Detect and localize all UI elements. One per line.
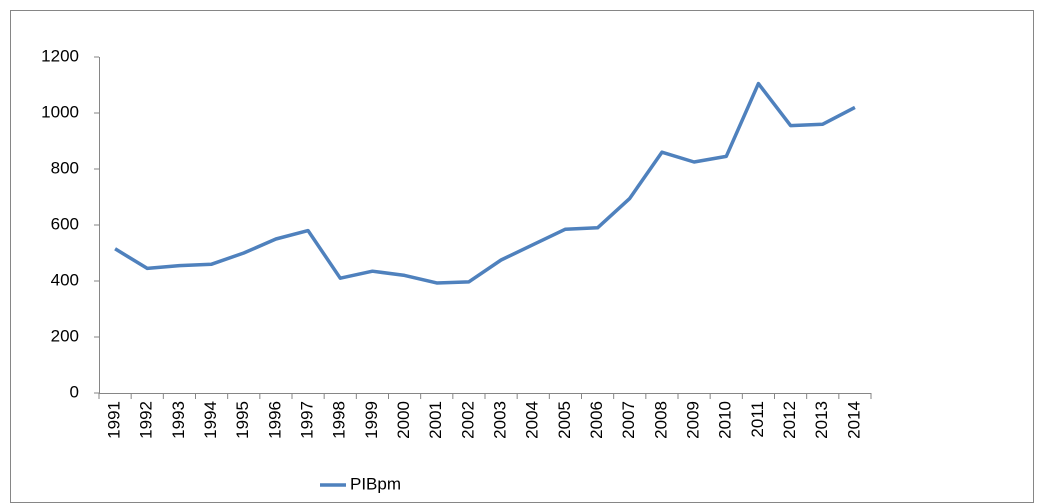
y-tick-label: 1000: [41, 102, 79, 121]
x-tick-label: 2003: [491, 401, 510, 439]
x-tick-label: 1995: [233, 401, 252, 439]
series-line: [114, 81, 856, 285]
x-tick-label: 1998: [330, 401, 349, 439]
x-tick-label: 2007: [619, 401, 638, 439]
y-tick-label: 400: [51, 270, 79, 289]
x-tick-label: 1992: [137, 401, 156, 439]
x-tick-label: 2012: [780, 401, 799, 439]
x-tick-label: 2005: [555, 401, 574, 439]
x-tick-label: 2014: [844, 401, 863, 439]
x-tick-label: 2006: [587, 401, 606, 439]
x-tick-label: 1991: [105, 401, 124, 439]
x-tick-label: 2000: [394, 401, 413, 439]
x-tick-label: 1994: [201, 401, 220, 439]
x-tick-label: 2011: [748, 401, 767, 438]
x-tick-label: 2008: [651, 401, 670, 439]
y-tick-label: 1200: [41, 46, 79, 65]
y-tick-label: 600: [51, 214, 79, 233]
x-tick-label: 2013: [812, 401, 831, 439]
x-tick-label: 2001: [426, 401, 445, 439]
x-tick-label: 2010: [716, 401, 735, 439]
y-tick-label: 0: [70, 382, 79, 401]
y-tick-label: 200: [51, 326, 79, 345]
x-tick-label: 1997: [298, 401, 317, 439]
y-tick-label: 800: [51, 158, 79, 177]
legend-label: PIBpm: [350, 474, 401, 493]
x-tick-label: 1993: [169, 401, 188, 439]
x-tick-label: 2009: [684, 401, 703, 439]
x-tick-label: 1999: [362, 401, 381, 439]
x-tick-label: 2002: [458, 401, 477, 439]
x-tick-label: 2004: [523, 401, 542, 439]
x-tick-label: 1996: [265, 401, 284, 439]
